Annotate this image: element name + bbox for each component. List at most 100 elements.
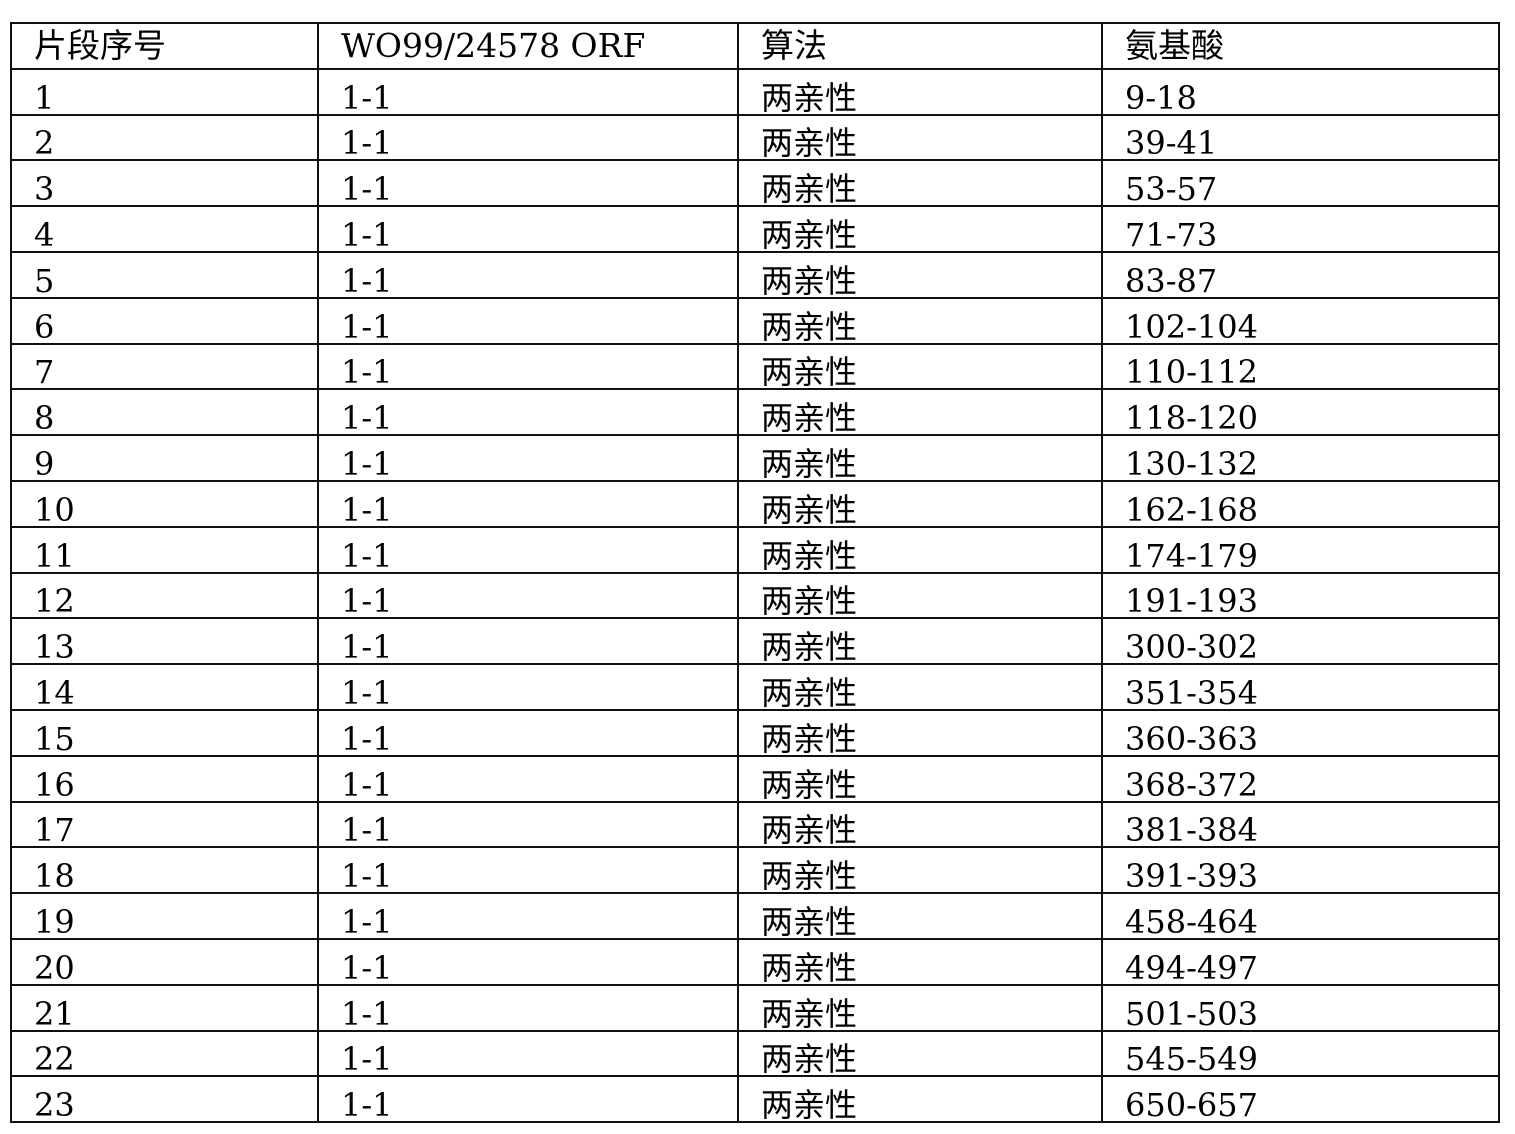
algorithm-cell: 两亲性 bbox=[738, 847, 1102, 893]
fragment-number-cell: 8 bbox=[11, 389, 318, 435]
orf-cell: 1-1 bbox=[318, 527, 738, 573]
algorithm-cell: 两亲性 bbox=[738, 527, 1102, 573]
fragment-number-cell: 14 bbox=[11, 664, 318, 710]
orf-cell: 1-1 bbox=[318, 1031, 738, 1077]
table-row: 81-1两亲性118-120 bbox=[11, 389, 1499, 435]
algorithm-cell: 两亲性 bbox=[738, 344, 1102, 390]
algorithm-cell: 两亲性 bbox=[738, 985, 1102, 1031]
algorithm-cell: 两亲性 bbox=[738, 756, 1102, 802]
table-row: 231-1两亲性650-657 bbox=[11, 1076, 1499, 1122]
table-row: 41-1两亲性71-73 bbox=[11, 206, 1499, 252]
algorithm-cell: 两亲性 bbox=[738, 298, 1102, 344]
orf-cell: 1-1 bbox=[318, 389, 738, 435]
amino-acids-cell: 360-363 bbox=[1102, 710, 1499, 756]
algorithm-cell: 两亲性 bbox=[738, 664, 1102, 710]
fragment-number-cell: 16 bbox=[11, 756, 318, 802]
orf-cell: 1-1 bbox=[318, 618, 738, 664]
amino-acids-cell: 191-193 bbox=[1102, 573, 1499, 619]
orf-cell: 1-1 bbox=[318, 893, 738, 939]
fragment-number-cell: 20 bbox=[11, 939, 318, 985]
amino-acids-cell: 650-657 bbox=[1102, 1076, 1499, 1122]
table-row: 131-1两亲性300-302 bbox=[11, 618, 1499, 664]
algorithm-cell: 两亲性 bbox=[738, 893, 1102, 939]
header-fragment-number: 片段序号 bbox=[11, 23, 318, 69]
orf-cell: 1-1 bbox=[318, 847, 738, 893]
fragment-number-cell: 7 bbox=[11, 344, 318, 390]
algorithm-cell: 两亲性 bbox=[738, 802, 1102, 848]
fragment-number-cell: 1 bbox=[11, 69, 318, 115]
fragment-number-cell: 19 bbox=[11, 893, 318, 939]
table-row: 201-1两亲性494-497 bbox=[11, 939, 1499, 985]
amino-acids-cell: 458-464 bbox=[1102, 893, 1499, 939]
table-row: 91-1两亲性130-132 bbox=[11, 435, 1499, 481]
table-row: 11-1两亲性9-18 bbox=[11, 69, 1499, 115]
amino-acids-cell: 494-497 bbox=[1102, 939, 1499, 985]
orf-cell: 1-1 bbox=[318, 1076, 738, 1122]
orf-cell: 1-1 bbox=[318, 298, 738, 344]
table-row: 151-1两亲性360-363 bbox=[11, 710, 1499, 756]
table-row: 51-1两亲性83-87 bbox=[11, 252, 1499, 298]
table-row: 101-1两亲性162-168 bbox=[11, 481, 1499, 527]
orf-cell: 1-1 bbox=[318, 756, 738, 802]
orf-cell: 1-1 bbox=[318, 435, 738, 481]
table-row: 181-1两亲性391-393 bbox=[11, 847, 1499, 893]
algorithm-cell: 两亲性 bbox=[738, 710, 1102, 756]
algorithm-cell: 两亲性 bbox=[738, 115, 1102, 161]
algorithm-cell: 两亲性 bbox=[738, 481, 1102, 527]
algorithm-cell: 两亲性 bbox=[738, 939, 1102, 985]
fragment-number-cell: 3 bbox=[11, 160, 318, 206]
amino-acids-cell: 162-168 bbox=[1102, 481, 1499, 527]
amino-acids-cell: 39-41 bbox=[1102, 115, 1499, 161]
algorithm-cell: 两亲性 bbox=[738, 206, 1102, 252]
orf-cell: 1-1 bbox=[318, 160, 738, 206]
amino-acids-cell: 118-120 bbox=[1102, 389, 1499, 435]
table-row: 111-1两亲性174-179 bbox=[11, 527, 1499, 573]
amino-acids-cell: 110-112 bbox=[1102, 344, 1499, 390]
amino-acids-cell: 71-73 bbox=[1102, 206, 1499, 252]
table-row: 121-1两亲性191-193 bbox=[11, 573, 1499, 619]
table-row: 61-1两亲性102-104 bbox=[11, 298, 1499, 344]
algorithm-cell: 两亲性 bbox=[738, 160, 1102, 206]
algorithm-cell: 两亲性 bbox=[738, 573, 1102, 619]
table-row: 21-1两亲性39-41 bbox=[11, 115, 1499, 161]
fragment-number-cell: 23 bbox=[11, 1076, 318, 1122]
header-orf: WO99/24578 ORF bbox=[318, 23, 738, 69]
table-row: 161-1两亲性368-372 bbox=[11, 756, 1499, 802]
orf-cell: 1-1 bbox=[318, 802, 738, 848]
orf-cell: 1-1 bbox=[318, 710, 738, 756]
fragment-number-cell: 13 bbox=[11, 618, 318, 664]
orf-cell: 1-1 bbox=[318, 206, 738, 252]
algorithm-cell: 两亲性 bbox=[738, 69, 1102, 115]
table-row: 221-1两亲性545-549 bbox=[11, 1031, 1499, 1077]
algorithm-cell: 两亲性 bbox=[738, 252, 1102, 298]
amino-acids-cell: 130-132 bbox=[1102, 435, 1499, 481]
header-amino-acids: 氨基酸 bbox=[1102, 23, 1499, 69]
amino-acids-cell: 545-549 bbox=[1102, 1031, 1499, 1077]
fragment-number-cell: 22 bbox=[11, 1031, 318, 1077]
fragment-number-cell: 10 bbox=[11, 481, 318, 527]
amino-acids-cell: 300-302 bbox=[1102, 618, 1499, 664]
fragment-number-cell: 4 bbox=[11, 206, 318, 252]
fragment-number-cell: 5 bbox=[11, 252, 318, 298]
amino-acids-cell: 391-393 bbox=[1102, 847, 1499, 893]
amino-acids-cell: 83-87 bbox=[1102, 252, 1499, 298]
fragment-number-cell: 6 bbox=[11, 298, 318, 344]
algorithm-cell: 两亲性 bbox=[738, 435, 1102, 481]
fragment-number-cell: 21 bbox=[11, 985, 318, 1031]
orf-cell: 1-1 bbox=[318, 115, 738, 161]
table-header-row: 片段序号 WO99/24578 ORF 算法 氨基酸 bbox=[11, 23, 1499, 69]
orf-cell: 1-1 bbox=[318, 939, 738, 985]
fragment-number-cell: 12 bbox=[11, 573, 318, 619]
table-row: 71-1两亲性110-112 bbox=[11, 344, 1499, 390]
amino-acids-cell: 351-354 bbox=[1102, 664, 1499, 710]
amino-acids-cell: 501-503 bbox=[1102, 985, 1499, 1031]
fragment-number-cell: 18 bbox=[11, 847, 318, 893]
amino-acids-cell: 53-57 bbox=[1102, 160, 1499, 206]
table-row: 31-1两亲性53-57 bbox=[11, 160, 1499, 206]
header-algorithm: 算法 bbox=[738, 23, 1102, 69]
fragment-number-cell: 15 bbox=[11, 710, 318, 756]
amino-acids-cell: 174-179 bbox=[1102, 527, 1499, 573]
algorithm-cell: 两亲性 bbox=[738, 1076, 1102, 1122]
table-row: 171-1两亲性381-384 bbox=[11, 802, 1499, 848]
algorithm-cell: 两亲性 bbox=[738, 389, 1102, 435]
